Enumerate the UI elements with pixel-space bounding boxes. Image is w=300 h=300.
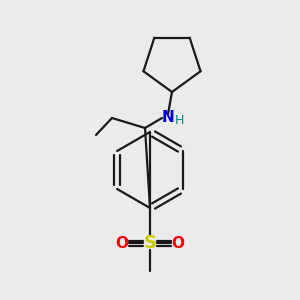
- Text: S: S: [143, 234, 157, 252]
- Text: N: N: [162, 110, 174, 125]
- Text: O: O: [116, 236, 128, 250]
- Text: H: H: [174, 115, 184, 128]
- Text: O: O: [172, 236, 184, 250]
